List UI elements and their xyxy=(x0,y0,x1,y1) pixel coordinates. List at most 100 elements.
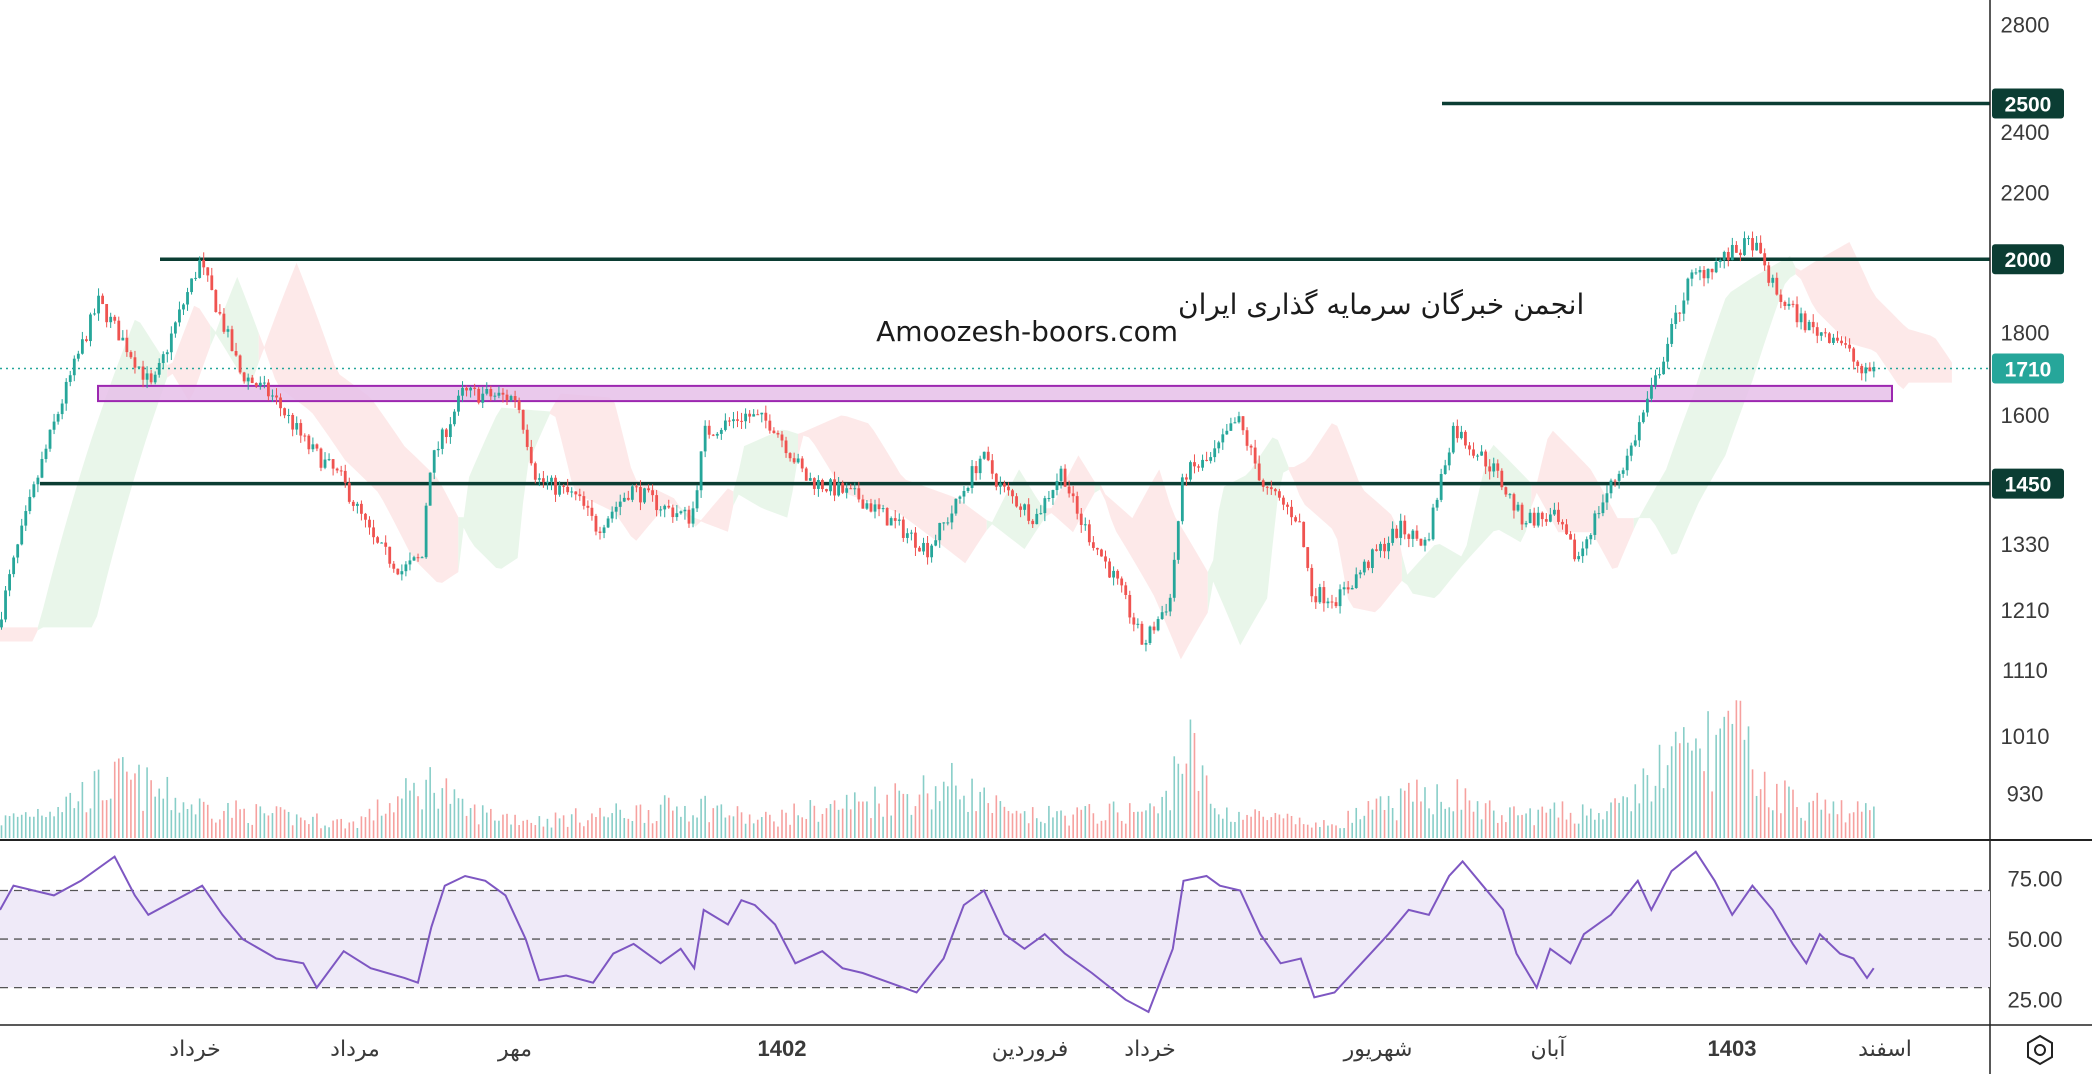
candle-body xyxy=(1686,278,1690,301)
volume-bar xyxy=(494,820,496,838)
candle-body xyxy=(784,440,788,454)
candle-body xyxy=(1354,574,1358,589)
volume-bar xyxy=(312,816,314,838)
candle-body xyxy=(732,419,735,422)
candle-body xyxy=(804,468,808,481)
volume-bar xyxy=(126,771,128,838)
candle-body xyxy=(829,479,832,492)
candle-body xyxy=(101,295,104,305)
candle-body xyxy=(1427,539,1431,541)
volume-bar xyxy=(53,816,55,838)
volume-bar xyxy=(704,795,706,838)
candle-body xyxy=(1241,416,1245,431)
candle-body xyxy=(323,459,327,468)
volume-bar xyxy=(667,797,670,838)
candle-body xyxy=(202,259,206,268)
volume-bar xyxy=(243,808,245,838)
candle-body xyxy=(699,451,703,491)
candle-body xyxy=(622,497,626,502)
rsi-tick-label: 50.00 xyxy=(2007,927,2062,952)
candle-body xyxy=(68,375,72,382)
candle-body xyxy=(1205,459,1209,461)
volume-bar xyxy=(1262,816,1265,838)
candle-body xyxy=(1294,517,1297,522)
volume-bar xyxy=(1355,807,1358,838)
volume-bar xyxy=(522,820,524,838)
candle-body xyxy=(1577,556,1581,560)
candle-body xyxy=(1601,502,1605,514)
horizontal-levels[interactable] xyxy=(40,101,1990,486)
candle-body xyxy=(1366,561,1370,568)
volume-bar xyxy=(862,801,864,838)
volume-bar xyxy=(1869,810,1871,838)
volume-bar xyxy=(206,804,209,838)
time-label: 1403 xyxy=(1708,1036,1757,1061)
candle-body xyxy=(465,387,468,391)
candle-body xyxy=(1079,513,1083,525)
time-axis[interactable]: خرداد مرداد مهر 1402 فروردین خرداد شهریور آبان 1… xyxy=(169,1035,1912,1062)
candle-body xyxy=(262,382,266,384)
volume-bar xyxy=(987,803,990,838)
volume-bar xyxy=(963,795,965,838)
volume-bar xyxy=(805,818,808,838)
candle-body xyxy=(626,497,630,500)
volume-bar xyxy=(223,810,225,838)
volume-bar xyxy=(1100,820,1103,838)
candle-body xyxy=(1229,423,1233,431)
candle-body xyxy=(1249,445,1253,448)
candle-body xyxy=(214,290,218,312)
hexagon-gear-icon[interactable] xyxy=(2027,1034,2053,1066)
volume-bar xyxy=(1816,792,1819,838)
candle-body xyxy=(1071,493,1075,497)
volume-bar xyxy=(639,804,642,838)
volume-bar xyxy=(809,800,812,838)
volume-bar xyxy=(1432,814,1434,838)
rsi-pane[interactable]: 75.00 50.00 25.00 xyxy=(0,850,2063,1014)
candle-body xyxy=(1015,496,1018,507)
candle-body xyxy=(1358,572,1362,575)
volume-bar xyxy=(1165,790,1167,838)
volume-bar xyxy=(849,809,852,838)
candle-body xyxy=(388,546,392,564)
volume-bar xyxy=(202,801,205,838)
volume-bar xyxy=(1715,734,1717,838)
volume-bar xyxy=(1403,790,1406,838)
volume-bar xyxy=(101,800,104,838)
volume-bar xyxy=(1383,809,1386,838)
candle-body xyxy=(1771,277,1775,283)
volume-bar xyxy=(1501,815,1503,838)
candle-body xyxy=(1730,244,1734,261)
candle-body xyxy=(1387,542,1390,552)
candle-body xyxy=(287,414,291,416)
volume-bar xyxy=(372,820,375,838)
price-tick-label: 1010 xyxy=(2001,724,2050,749)
volume-bar xyxy=(1335,825,1337,838)
candle-body xyxy=(1346,587,1350,590)
volume-bar xyxy=(336,819,338,838)
cloud-bearish-segment xyxy=(549,393,680,541)
demand-zone-rectangle[interactable] xyxy=(97,384,1893,403)
volume-bar xyxy=(1545,812,1548,838)
candle-body xyxy=(618,501,622,507)
candle-body xyxy=(246,377,250,382)
volume-bar xyxy=(1112,801,1115,838)
candle-body xyxy=(1027,504,1031,521)
candle-body xyxy=(85,339,88,342)
candle-body xyxy=(845,488,849,493)
candle-body xyxy=(1791,303,1795,305)
volume-bar xyxy=(999,801,1002,838)
candle-body xyxy=(630,486,634,500)
candle-body xyxy=(52,421,56,430)
volume-bar xyxy=(870,818,872,838)
volume-bar xyxy=(1250,816,1252,838)
volume-bar xyxy=(627,818,630,838)
candle-body xyxy=(1265,486,1269,488)
candle-body xyxy=(812,478,816,489)
volume-bar xyxy=(1137,811,1139,838)
volume-bar xyxy=(1650,801,1653,838)
candle-body xyxy=(938,522,942,541)
volume-bar xyxy=(271,813,274,838)
candle-body xyxy=(1189,462,1192,480)
